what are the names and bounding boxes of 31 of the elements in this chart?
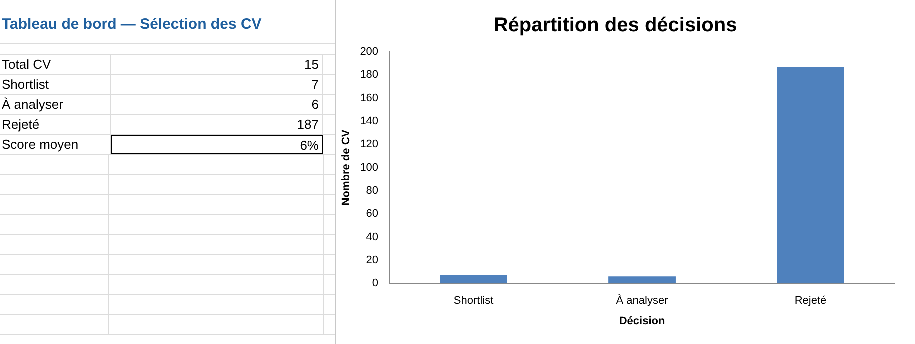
- y-tick-label: 100: [360, 162, 379, 174]
- y-tick-label: 120: [360, 138, 379, 151]
- y-tick-label: 140: [360, 116, 379, 128]
- text: Tableau de bord — Sélection des CV: [2, 16, 262, 33]
- text: 6%: [300, 138, 319, 153]
- x-tick-label: À analyser: [616, 294, 669, 308]
- bar: [440, 275, 508, 284]
- x-tick-label: Shortlist: [454, 295, 494, 308]
- text: 15: [304, 57, 319, 72]
- x-tick-label: Rejeté: [794, 295, 827, 308]
- category-label: Rejeté: [0, 115, 111, 134]
- y-tick-label: 80: [366, 184, 379, 197]
- category-label: Total CV: [0, 55, 111, 74]
- text: 6: [312, 97, 319, 112]
- text: 7: [312, 77, 319, 92]
- y-tick-label: 200: [360, 46, 379, 58]
- category-label: À analyser: [0, 95, 111, 114]
- category-label: Score moyen: [0, 135, 111, 154]
- text: 187: [297, 117, 319, 132]
- y-tick-label: 0: [372, 278, 379, 290]
- y-tick-label: 40: [366, 231, 379, 244]
- y-tick-label: 20: [366, 254, 379, 266]
- bar: [777, 67, 844, 284]
- x-axis-title: Décision: [619, 315, 666, 328]
- chart-title: Répartition des décisions: [494, 14, 738, 37]
- y-tick-label: 60: [366, 208, 379, 220]
- y-axis-title: Nombre de CV: [340, 129, 353, 206]
- y-tick-label: 180: [360, 69, 379, 82]
- category-label: Shortlist: [0, 75, 111, 94]
- bar: [608, 276, 676, 284]
- y-tick-label: 160: [360, 92, 379, 104]
